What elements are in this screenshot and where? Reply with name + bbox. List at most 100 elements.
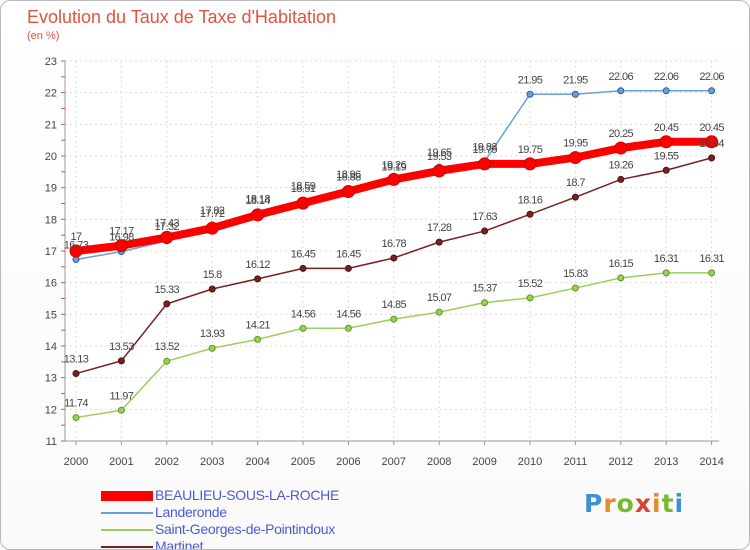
data-label-saint-georges: 13.93 <box>200 328 225 340</box>
x-tick-label: 2004 <box>245 456 269 468</box>
legend-item: BEAULIEU-SOUS-LA-ROCHE <box>101 487 461 504</box>
data-label-martinet: 17.63 <box>472 211 497 223</box>
y-tick-label: 18 <box>45 214 57 226</box>
data-label-saint-georges: 14.56 <box>291 308 316 320</box>
data-point-landeronde <box>708 87 716 95</box>
data-point-saint-georges <box>708 269 716 277</box>
data-point-beaulieu <box>614 141 628 155</box>
legend-swatch-saint-georges <box>101 528 153 531</box>
data-label-martinet: 15.8 <box>203 269 222 281</box>
data-label-martinet: 16.45 <box>336 248 361 260</box>
data-label-saint-georges: 11.74 <box>64 398 88 410</box>
x-tick-label: 2006 <box>336 456 360 468</box>
x-tick-label: 2010 <box>518 456 542 468</box>
legend-item: Landeronde <box>101 504 461 521</box>
data-point-martinet <box>117 357 125 365</box>
y-tick-label: 17 <box>45 246 57 258</box>
data-point-beaulieu <box>296 196 310 210</box>
data-label-saint-georges: 11.97 <box>110 390 134 402</box>
x-tick-label: 2007 <box>382 456 406 468</box>
data-label-landeronde: 17.32 <box>155 221 180 233</box>
data-label-landeronde: 19.65 <box>427 147 452 159</box>
proxiti-logo: Proxiti <box>584 489 685 518</box>
data-label-saint-georges: 14.85 <box>382 299 407 311</box>
data-label-martinet: 19.55 <box>654 150 679 162</box>
x-tick-label: 2014 <box>699 456 723 468</box>
data-label-martinet: 18.16 <box>518 194 543 206</box>
x-tick-label: 2011 <box>564 456 588 468</box>
data-point-saint-georges <box>72 414 80 422</box>
data-point-beaulieu <box>705 135 719 149</box>
y-tick-label: 13 <box>45 373 57 385</box>
data-point-martinet <box>571 193 579 201</box>
data-point-beaulieu <box>69 244 83 258</box>
y-tick-label: 11 <box>46 436 57 448</box>
data-point-landeronde <box>617 87 625 95</box>
x-tick-label: 2001 <box>109 456 133 468</box>
data-label-martinet: 15.33 <box>155 284 180 296</box>
legend-label: Martinet <box>155 538 204 550</box>
data-point-martinet <box>662 166 670 174</box>
y-tick-label: 12 <box>45 404 57 416</box>
data-point-martinet <box>435 238 443 246</box>
data-label-martinet: 17.28 <box>427 222 452 234</box>
data-label-martinet: 19.94 <box>699 138 724 150</box>
data-label-beaulieu: 17 <box>70 231 82 243</box>
y-tick-label: 21 <box>45 119 57 131</box>
data-label-beaulieu: 19.75 <box>472 144 497 156</box>
data-label-martinet: 13.13 <box>64 354 89 366</box>
data-label-landeronde: 21.95 <box>518 74 543 86</box>
y-tick-label: 22 <box>45 88 57 100</box>
data-point-landeronde <box>526 90 534 98</box>
data-point-beaulieu <box>523 157 537 171</box>
legend-label: BEAULIEU-SOUS-LA-ROCHE <box>155 487 339 503</box>
legend-item: Martinet <box>101 538 461 550</box>
y-tick-label: 14 <box>45 341 57 353</box>
data-label-beaulieu: 17.17 <box>109 226 134 238</box>
x-tick-label: 2002 <box>155 456 179 468</box>
x-tick-label: 2013 <box>654 456 678 468</box>
data-point-martinet <box>299 264 307 272</box>
x-tick-label: 2012 <box>609 456 633 468</box>
data-point-saint-georges <box>526 294 534 302</box>
data-label-landeronde: 19.83 <box>472 141 497 153</box>
data-point-beaulieu <box>160 230 174 244</box>
data-point-saint-georges <box>662 269 670 277</box>
data-point-beaulieu <box>432 164 446 178</box>
data-label-landeronde: 22.06 <box>699 71 724 83</box>
data-label-beaulieu: 19.53 <box>427 151 452 163</box>
data-point-beaulieu <box>251 208 265 222</box>
data-point-martinet <box>254 275 262 283</box>
data-label-landeronde: 17.82 <box>200 205 225 217</box>
data-point-beaulieu <box>114 239 128 253</box>
legend-swatch-landeronde <box>101 511 153 514</box>
data-point-beaulieu <box>341 184 355 198</box>
data-point-saint-georges <box>208 344 216 352</box>
data-label-saint-georges: 15.83 <box>563 268 588 280</box>
data-point-saint-georges <box>390 315 398 323</box>
data-label-landeronde: 22.06 <box>654 71 679 83</box>
x-tick-label: 2003 <box>200 456 224 468</box>
data-point-beaulieu <box>659 135 673 149</box>
legend-swatch-beaulieu <box>101 490 153 501</box>
data-label-martinet: 16.78 <box>382 238 407 250</box>
data-label-beaulieu: 18.88 <box>336 171 361 183</box>
data-label-beaulieu: 20.25 <box>609 128 634 140</box>
data-label-martinet: 18.7 <box>566 177 585 189</box>
legend-label: Saint-Georges-de-Pointindoux <box>155 521 335 537</box>
data-point-martinet <box>708 154 716 162</box>
data-point-saint-georges <box>299 324 307 332</box>
x-tick-label: 2009 <box>472 456 496 468</box>
data-label-landeronde: 21.95 <box>563 74 588 86</box>
data-label-saint-georges: 13.52 <box>155 341 180 353</box>
data-label-saint-georges: 16.31 <box>699 253 724 265</box>
data-point-saint-georges <box>617 274 625 282</box>
data-point-martinet <box>208 285 216 293</box>
data-label-saint-georges: 15.07 <box>427 292 452 304</box>
data-point-saint-georges <box>571 284 579 292</box>
data-label-martinet: 19.26 <box>609 159 634 171</box>
x-tick-label: 2008 <box>427 456 451 468</box>
data-point-martinet <box>617 175 625 183</box>
